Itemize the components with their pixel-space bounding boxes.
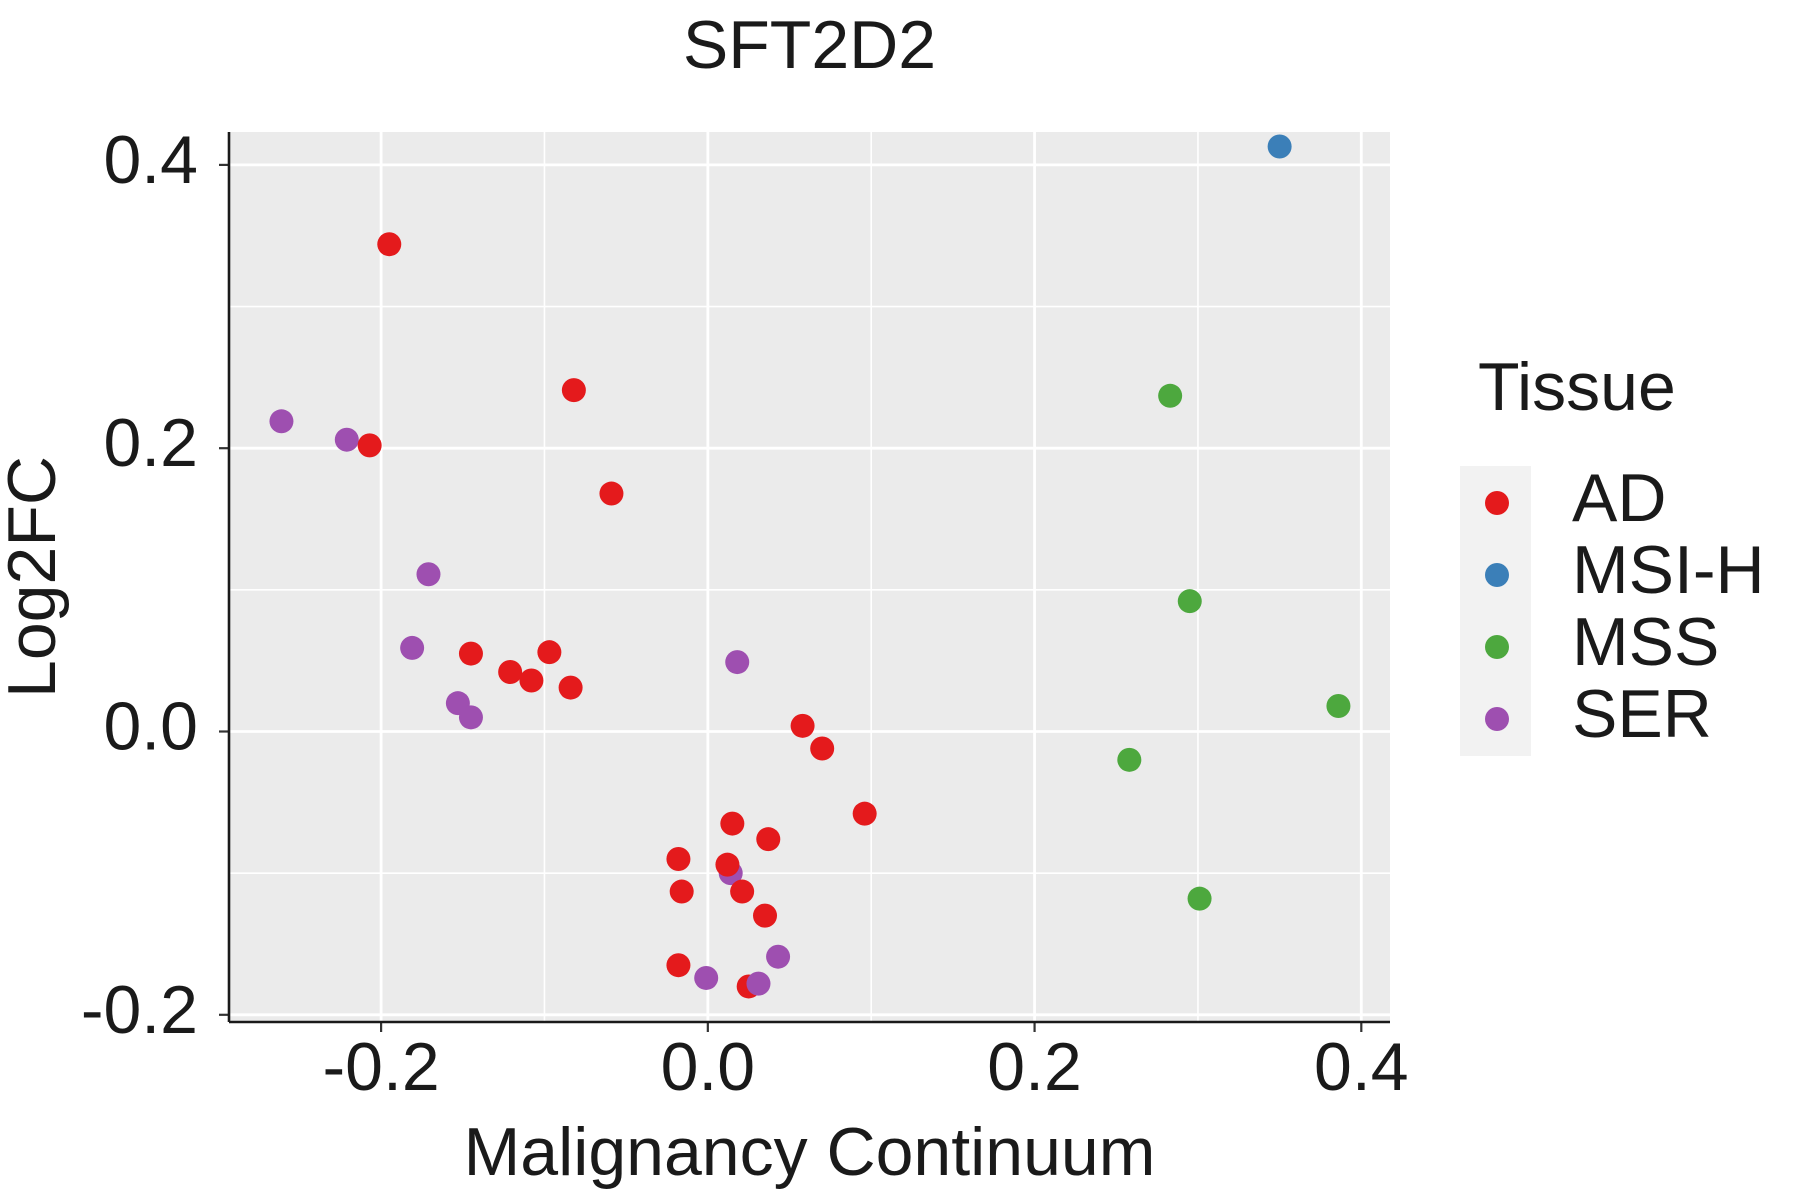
svg-text:MSS: MSS [1572, 604, 1719, 680]
svg-text:-0.2: -0.2 [323, 1029, 440, 1105]
svg-text:Tissue: Tissue [1478, 349, 1676, 425]
svg-text:0.4: 0.4 [1314, 1029, 1409, 1105]
svg-text:AD: AD [1572, 460, 1666, 536]
svg-text:Log2FC: Log2FC [0, 456, 70, 698]
svg-text:SER: SER [1572, 676, 1712, 752]
svg-text:0.2: 0.2 [103, 405, 198, 481]
svg-text:MSI-H: MSI-H [1572, 532, 1765, 608]
svg-text:0.4: 0.4 [103, 122, 198, 198]
svg-text:0.0: 0.0 [103, 688, 198, 764]
svg-text:Malignancy Continuum: Malignancy Continuum [464, 1114, 1156, 1190]
svg-text:0.2: 0.2 [987, 1029, 1082, 1105]
svg-text:-0.2: -0.2 [81, 972, 198, 1048]
svg-text:0.0: 0.0 [661, 1029, 756, 1105]
